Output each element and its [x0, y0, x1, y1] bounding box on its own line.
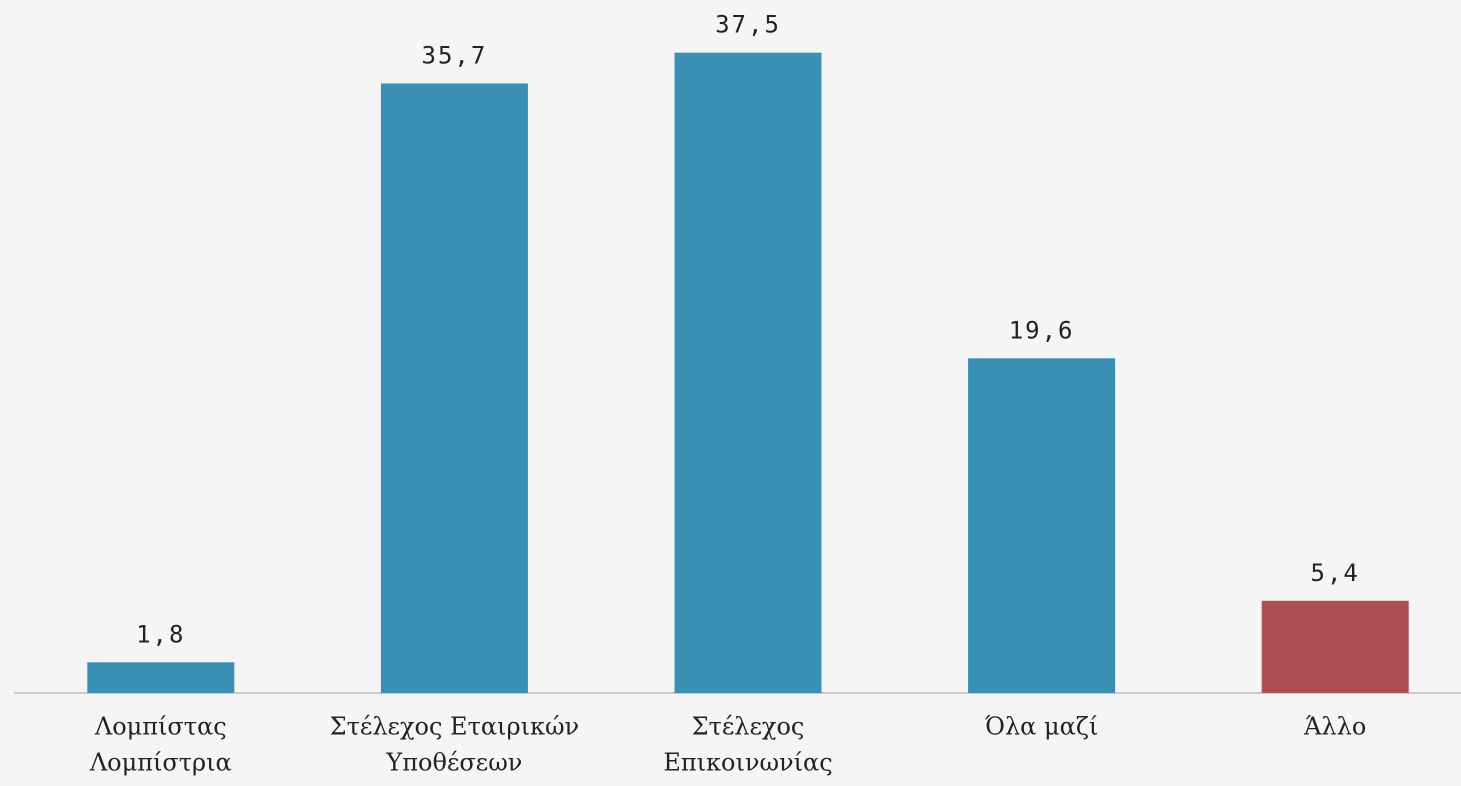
value-label: 19,6 — [1009, 316, 1075, 344]
value-label: 1,8 — [136, 620, 185, 648]
x-tick-label: Άλλο — [1303, 713, 1366, 741]
value-label: 35,7 — [422, 41, 488, 69]
x-tick-label: Λομπίστρια — [89, 749, 232, 777]
x-tick-label: Επικοινωνίας — [663, 749, 832, 777]
bar — [380, 83, 528, 694]
bar — [674, 52, 822, 693]
bar — [1261, 600, 1409, 693]
bar — [968, 358, 1116, 693]
x-tick-label: Στέλεχος Εταιρικών — [330, 713, 579, 741]
x-tick-label: Όλα μαζί — [985, 713, 1098, 741]
x-tick-label: Λομπίστας — [94, 713, 227, 741]
value-label: 37,5 — [715, 11, 781, 39]
x-tick-label: Στέλεχος — [692, 713, 805, 741]
x-tick-label: Υποθέσεων — [385, 749, 522, 777]
value-label: 5,4 — [1311, 559, 1360, 587]
bar — [87, 662, 235, 693]
